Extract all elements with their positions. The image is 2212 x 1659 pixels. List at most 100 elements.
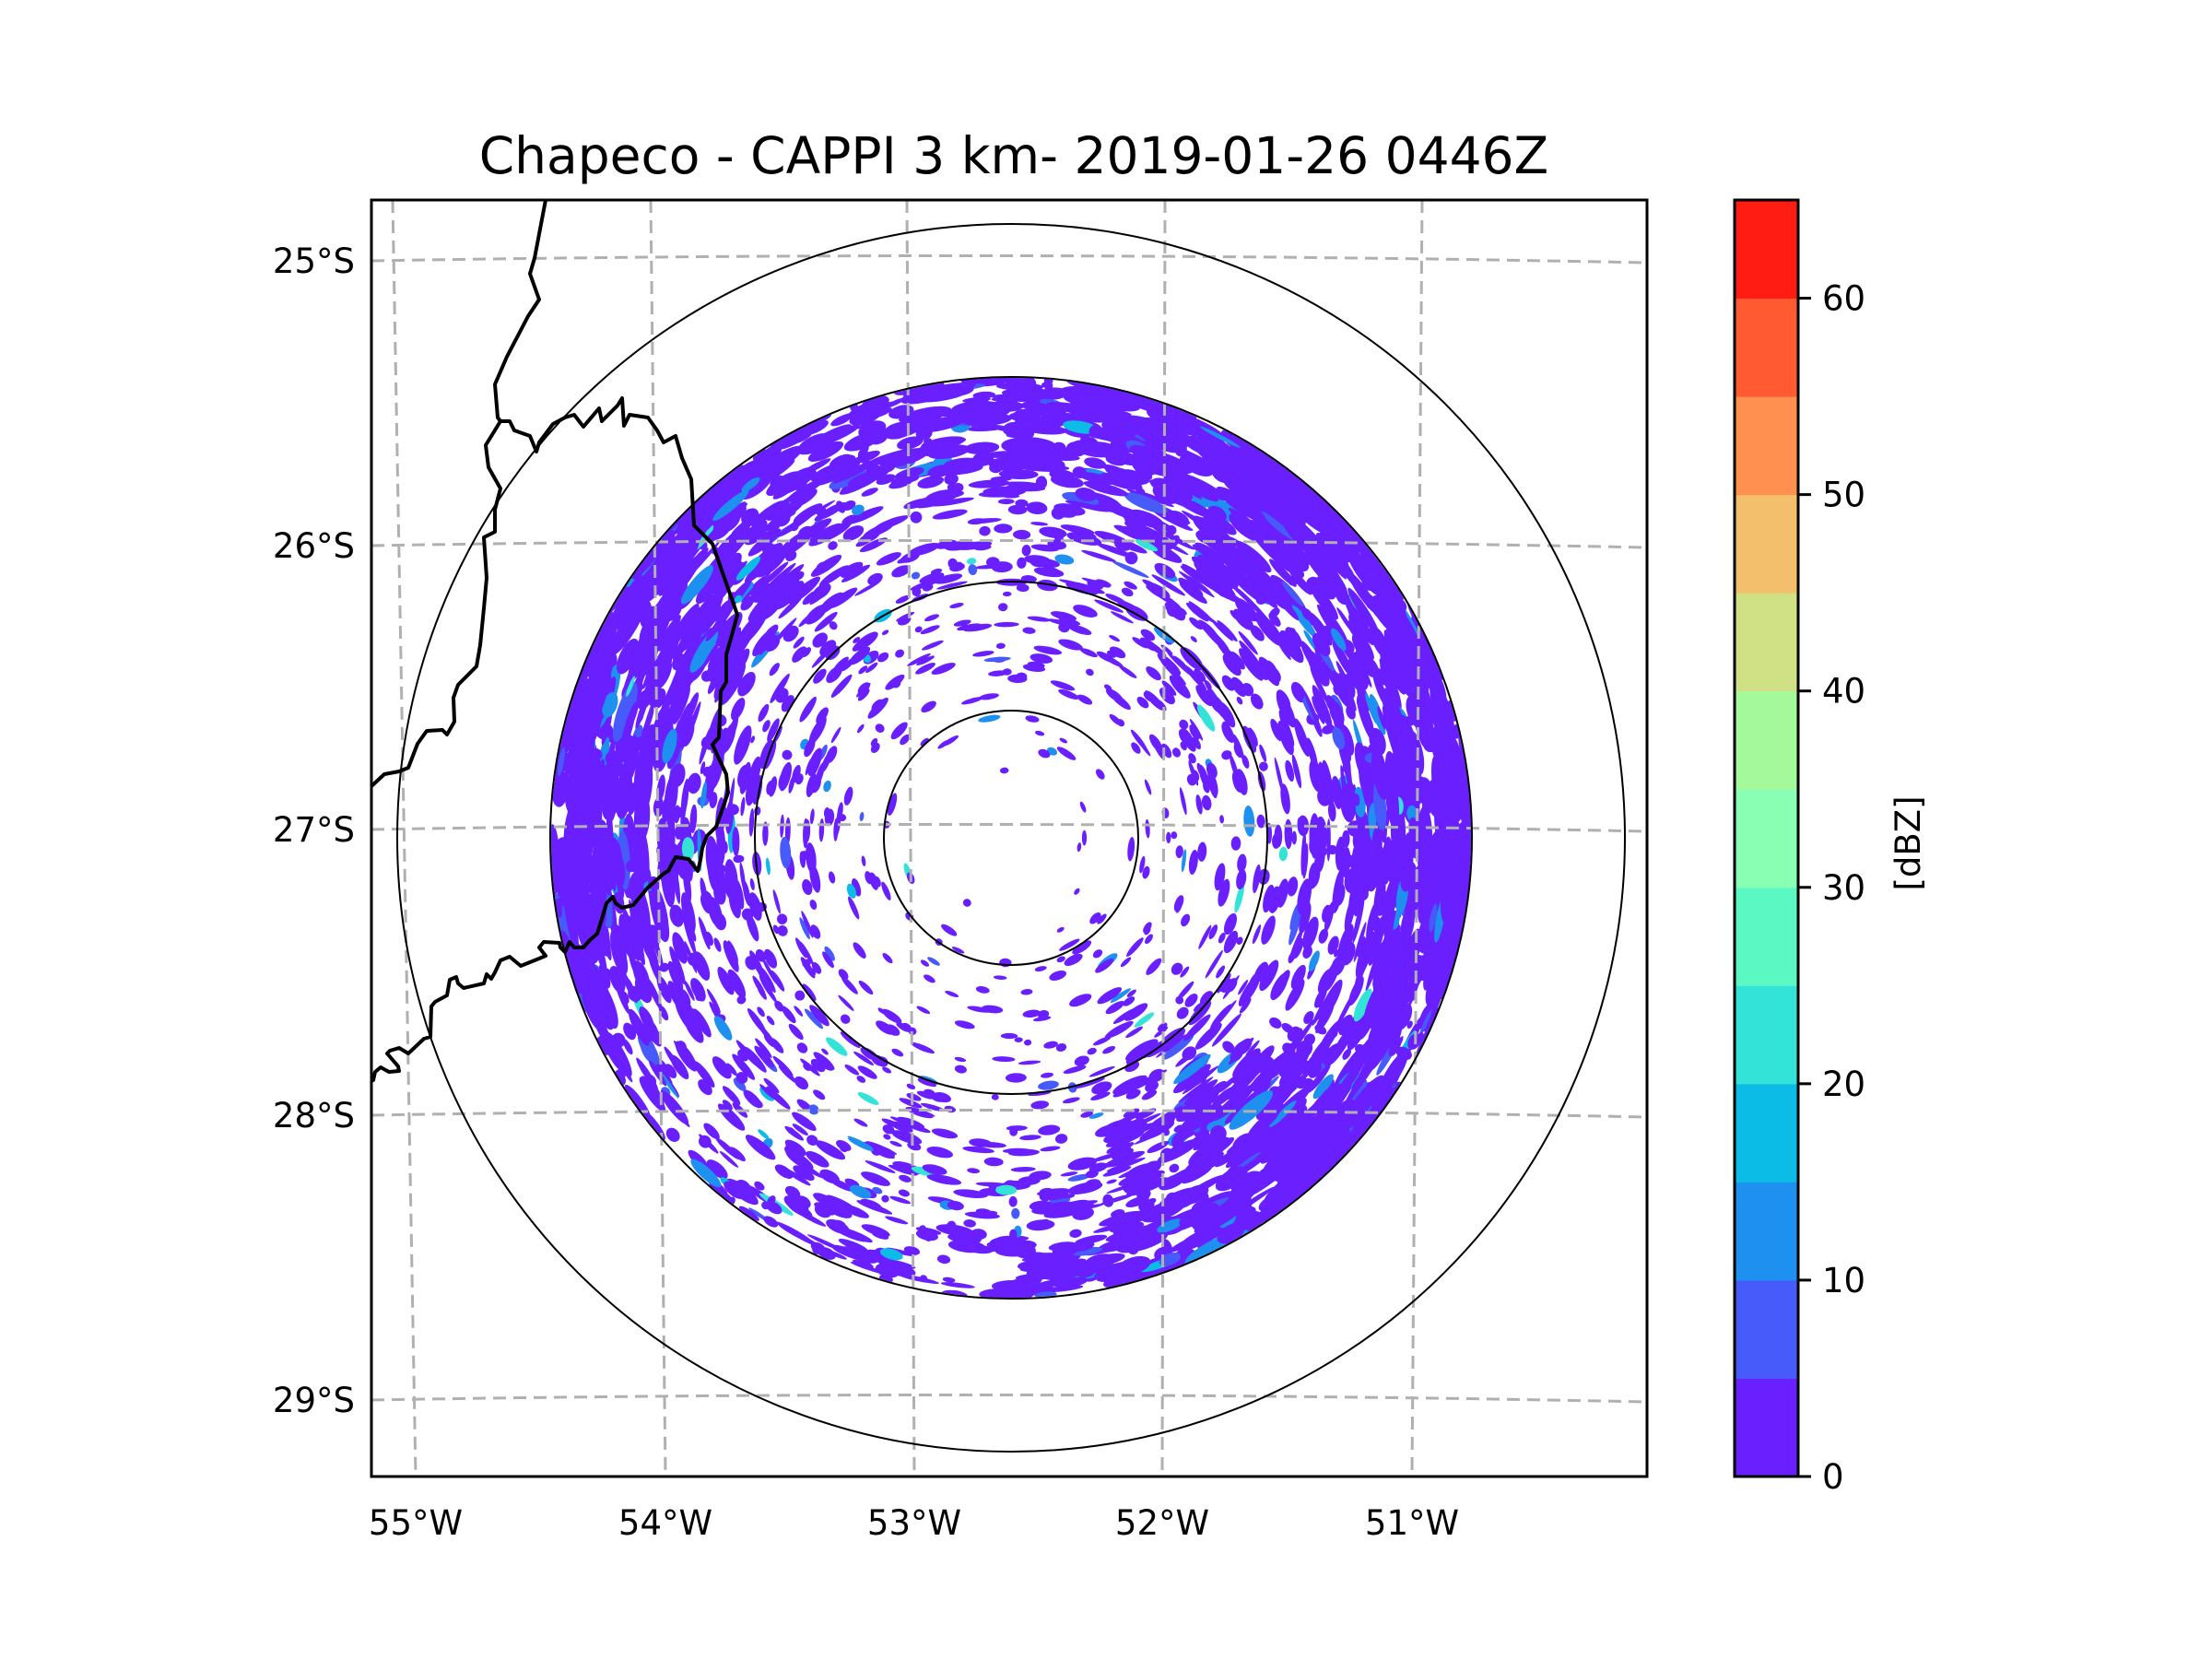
echo-speckle [1138,490,1174,508]
echo-speckle [817,1055,834,1071]
echo-speckle [763,1216,779,1228]
echo-speckle [819,640,837,656]
echo-speckle [788,1023,804,1041]
echo-speckle [1067,1173,1091,1182]
echo-speckle [877,1007,886,1015]
echo-speckle [927,957,940,966]
echo-speckle [993,975,1007,980]
echo-speckle [1237,853,1247,873]
echo-speckle [998,603,1008,612]
echo-speckle [1250,693,1264,710]
echo-speckle [1369,693,1386,735]
echo-speckle [883,421,913,440]
echo-speckle [1069,994,1092,1007]
echo-speckle [1120,957,1132,968]
echo-speckle [1080,1111,1094,1118]
echo-speckle [810,1058,826,1073]
echo-speckle [1342,1048,1352,1060]
echo-speckle [853,1051,875,1065]
echo-speckle [814,611,838,632]
echo-speckle [1087,1047,1097,1055]
echo-speckle [1125,1026,1143,1039]
echo-speckle [1290,964,1306,990]
echo-speckle [1058,622,1070,633]
echo-speckle [1221,675,1235,691]
y-tick-label: 25°S [273,241,355,281]
echo-speckle [778,1065,798,1084]
echo-speckle [1030,522,1049,526]
echo-speckle [963,1219,976,1228]
echo-speckle [917,476,945,488]
echo-speckle [1309,759,1324,793]
echo-speckle [1192,736,1201,750]
echo-speckle [1016,583,1030,593]
echo-speckle [1132,637,1148,649]
colorbar-bin [1735,200,1798,300]
echo-speckle [1106,1157,1146,1172]
colorbar-tick-label: 50 [1822,476,1865,515]
echo-speckle [794,1006,804,1017]
colorbar-bin [1735,494,1798,594]
echo-speckle [861,1171,890,1186]
echo-speckle [1263,884,1275,913]
echo-speckle [1171,747,1182,758]
echo-speckle [799,696,817,723]
echo-speckle [955,541,993,550]
echo-speckle [755,1038,772,1058]
echo-speckle [926,1147,953,1159]
colorbar-bin [1735,1083,1798,1182]
echo-speckle [885,1216,909,1225]
echo-speckle [1112,560,1149,579]
echo-speckle [1124,581,1137,590]
echo-speckle [841,564,871,582]
echo-speckle [1010,1167,1036,1172]
echo-speckle [1161,680,1177,696]
echo-speckle [1205,949,1223,979]
echo-speckle [888,793,898,816]
chart-title: Chapeco - CAPPI 3 km- 2019-01-26 0446Z [479,126,1548,185]
echo-speckle [1091,1081,1112,1095]
echo-speckle [1184,994,1198,1007]
echo-speckle [1074,1077,1105,1089]
y-tick-label: 29°S [273,1381,355,1420]
echo-speckle [1030,1100,1050,1110]
echo-speckle [690,978,706,1002]
echo-speckle [759,561,789,588]
echo-speckle [1216,965,1226,979]
echo-speckle [1040,1146,1061,1152]
echo-speckle [616,924,627,958]
echo-speckle [1190,636,1197,642]
echo-speckle [1178,1066,1205,1088]
echo-speckle [764,984,778,1003]
echo-speckle [1310,666,1330,706]
echo-speckle [1418,1009,1432,1038]
echo-speckle [1221,750,1232,760]
echo-speckle [1280,783,1290,815]
echo-speckle [639,1077,666,1112]
echo-speckle [1180,647,1204,671]
echo-speckle [865,1160,896,1173]
echo-speckle [1056,956,1065,963]
echo-speckle [620,991,629,1005]
echo-speckle [830,674,853,699]
echo-speckle [551,824,560,887]
echo-speckle [1009,1127,1018,1136]
echo-speckle [962,623,993,632]
colorbar-tick-label: 0 [1822,1457,1844,1497]
echo-speckle [1208,924,1218,940]
echo-speckle [907,653,931,666]
echo-speckle [1043,1041,1058,1049]
echo-speckle [1189,617,1204,630]
echo-speckle [1232,734,1244,759]
echo-speckle [1223,930,1239,954]
echo-speckle [857,724,865,734]
echo-speckle [722,1086,741,1105]
echo-speckle [888,1164,918,1176]
echo-speckle [936,1254,951,1265]
echo-speckle [665,1127,680,1142]
echo-speckle [1177,981,1194,1001]
echo-speckle [1302,916,1319,950]
echo-speckle [1261,915,1276,945]
echo-speckle [1100,653,1124,668]
